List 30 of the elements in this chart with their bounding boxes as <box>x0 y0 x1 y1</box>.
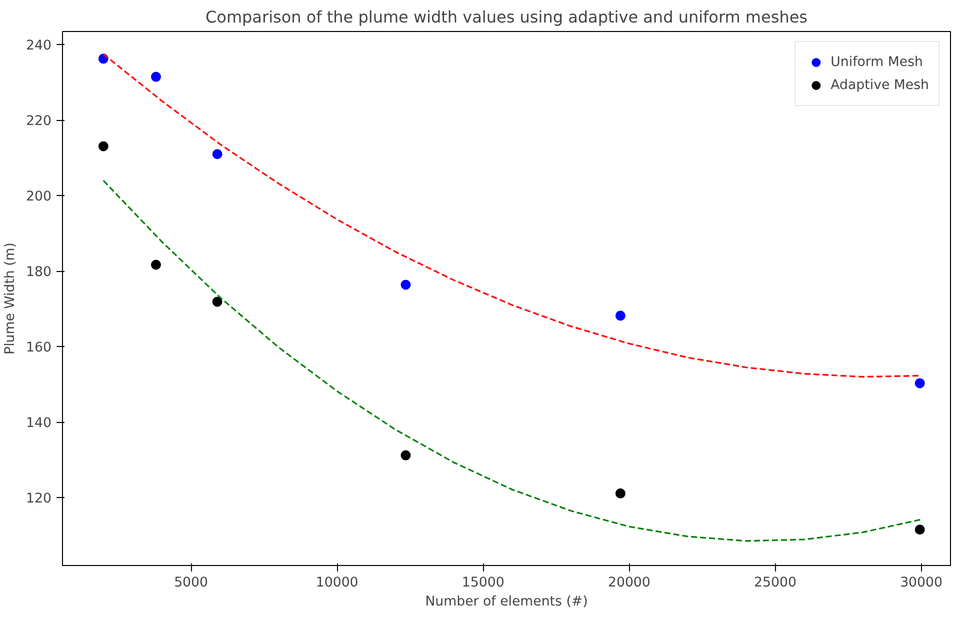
point <box>914 378 925 388</box>
x-tick-label: 20000 <box>608 576 650 590</box>
y-tick-label: 200 <box>26 190 52 205</box>
x-axis-title: Number of elements (#) <box>425 594 588 610</box>
point <box>615 310 626 321</box>
x-tick-label: 25000 <box>754 576 796 590</box>
point <box>150 72 161 82</box>
point <box>400 280 411 290</box>
x-tick-label: 30000 <box>900 576 942 590</box>
y-tick-label: 160 <box>26 340 52 356</box>
point <box>212 149 222 160</box>
point <box>98 141 108 152</box>
chart-title: Comparison of the plume width values using adaptive and uniform meshes <box>205 8 808 26</box>
y-axis-title: Plume Width (m) <box>3 242 18 354</box>
x-tick-label: 10000 <box>316 576 358 590</box>
x-tick-label: 15000 <box>462 576 504 590</box>
point <box>150 260 161 270</box>
y-tick-label: 120 <box>26 492 52 507</box>
y-tick-label: 140 <box>26 416 52 432</box>
legend-label: Uniform Mesh <box>830 54 923 70</box>
y-tick-label: 220 <box>26 114 52 130</box>
point <box>615 488 626 498</box>
x-tick-label: 5000 <box>174 576 208 590</box>
y-tick-label: 180 <box>26 265 52 280</box>
point <box>400 450 411 460</box>
y-tick-label: 240 <box>26 38 52 54</box>
line-series <box>102 180 922 542</box>
legend-label: Adaptive Mesh <box>830 78 929 92</box>
point <box>914 524 925 535</box>
point <box>212 296 222 307</box>
